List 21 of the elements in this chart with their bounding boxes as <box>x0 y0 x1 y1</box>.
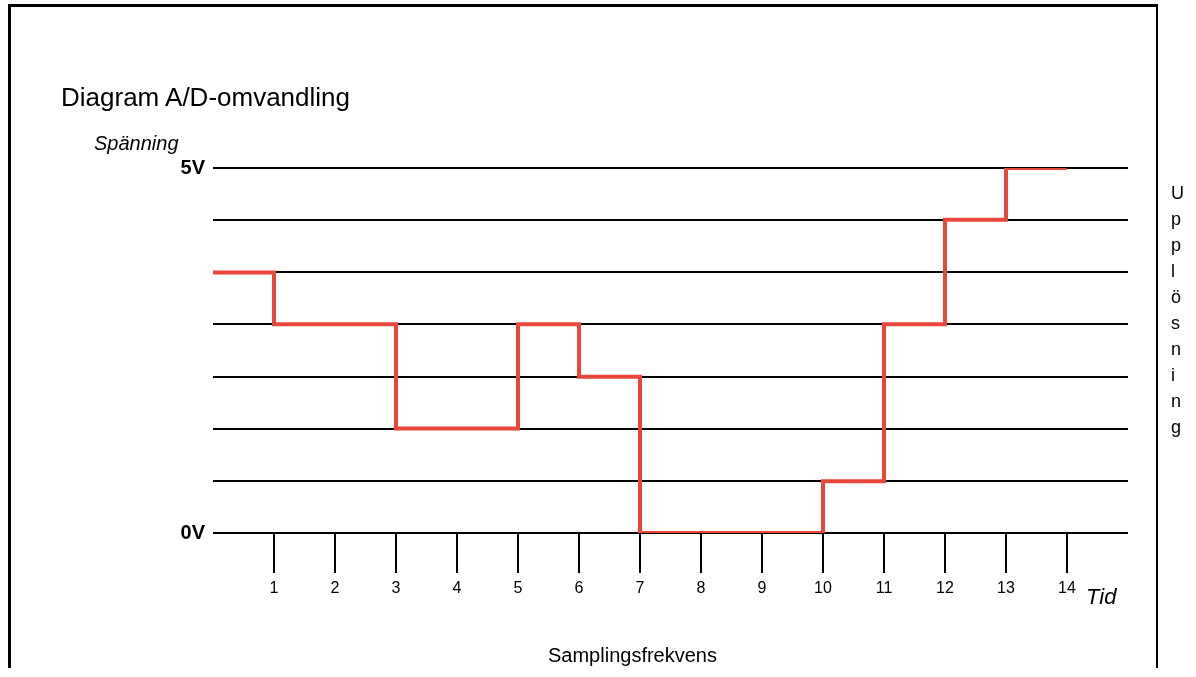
x-tick-label: 8 <box>696 579 706 597</box>
x-tick-label: 6 <box>574 579 584 597</box>
x-tick-label: 3 <box>391 579 401 597</box>
x-tick-label: 14 <box>1058 579 1076 597</box>
x-tick-label: 5 <box>513 579 523 597</box>
x-tick-label: 9 <box>757 579 767 597</box>
x-tick-label: 10 <box>814 579 832 597</box>
x-tick-label: 13 <box>997 579 1015 597</box>
x-tick-label: 2 <box>330 579 340 597</box>
x-tick-label: 11 <box>875 579 893 597</box>
x-tick-label: 7 <box>635 579 645 597</box>
x-tick-label: 1 <box>269 579 279 597</box>
text: Samplingsfrekvens <box>548 644 717 667</box>
text: Upplösning <box>1171 183 1184 437</box>
x-axis-title: Tid <box>1086 584 1117 610</box>
y-tick-label: 0V <box>180 520 206 543</box>
x-tick-label: 12 <box>936 579 954 597</box>
chart-title: Diagram A/D-omvandling <box>61 82 351 113</box>
y-axis-title: Spänning <box>94 132 179 155</box>
x-tick-label: 4 <box>452 579 462 597</box>
y-tick-label: 5V <box>180 155 206 178</box>
